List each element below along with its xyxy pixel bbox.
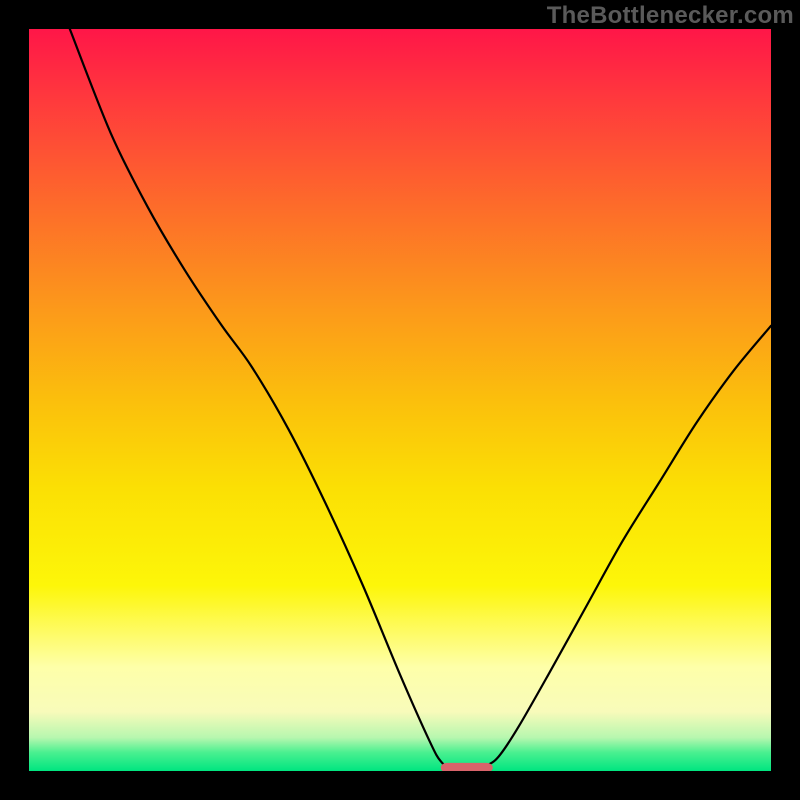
watermark-text: TheBottlenecker.com: [547, 2, 794, 30]
chart-canvas: TheBottlenecker.com: [0, 0, 800, 800]
trough-marker: [441, 763, 493, 771]
plot-area: [29, 29, 771, 771]
plot-svg: [29, 29, 771, 771]
background-rect: [29, 29, 771, 771]
